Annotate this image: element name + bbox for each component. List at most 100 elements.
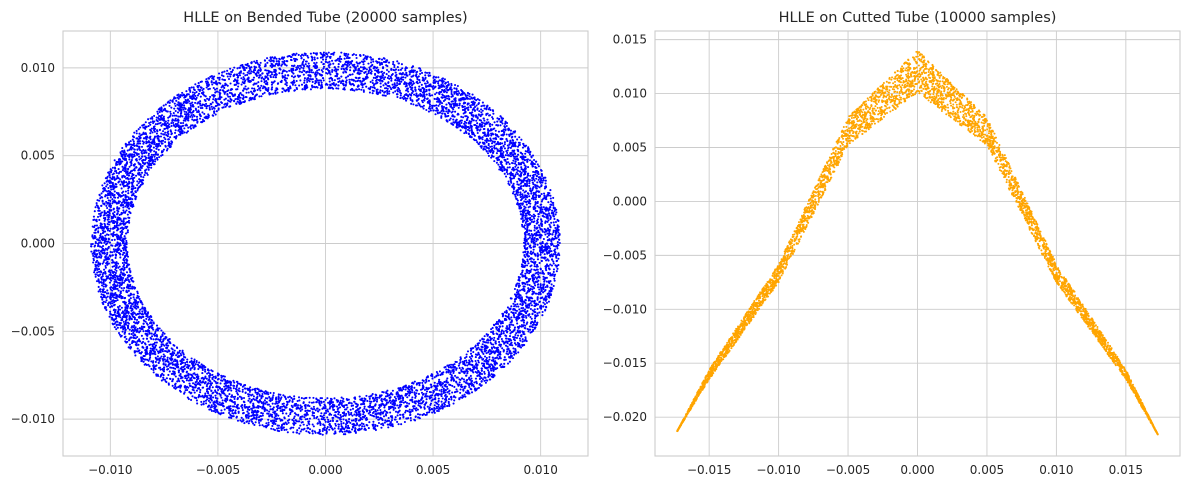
- scatter-point: [241, 406, 244, 410]
- scatter-point: [210, 389, 213, 392]
- scatter-point: [450, 379, 453, 382]
- scatter-point: [402, 76, 405, 79]
- scatter-point: [482, 117, 485, 120]
- scatter-point: [218, 78, 221, 81]
- scatter-point: [365, 408, 368, 411]
- scatter-point: [382, 411, 385, 414]
- scatter-point: [146, 358, 149, 361]
- scatter-point: [528, 159, 532, 162]
- scatter-point: [520, 334, 523, 337]
- scatter-point: [457, 364, 460, 367]
- scatter-point: [400, 63, 403, 66]
- scatter-point: [408, 394, 411, 397]
- scatter-point: [440, 116, 443, 119]
- scatter-point: [98, 209, 101, 212]
- scatter-point: [166, 134, 169, 137]
- scatter-point: [494, 363, 497, 366]
- scatter-point: [520, 263, 524, 266]
- scatter-point: [185, 111, 188, 114]
- scatter-point: [461, 394, 464, 397]
- scatter-point: [149, 349, 152, 352]
- scatter-point: [241, 409, 244, 412]
- scatter-point: [137, 169, 140, 172]
- scatter-point: [130, 333, 133, 336]
- scatter-point: [173, 107, 176, 110]
- scatter-point: [527, 306, 530, 309]
- scatter-point: [514, 160, 517, 163]
- scatter-point: [513, 287, 516, 291]
- scatter-point: [116, 310, 119, 313]
- scatter-point: [110, 316, 113, 319]
- scatter-point: [136, 335, 139, 339]
- scatter-point: [99, 234, 102, 237]
- scatter-point: [521, 194, 524, 197]
- scatter-point: [142, 142, 145, 145]
- scatter-point: [222, 78, 226, 81]
- scatter-point: [537, 293, 540, 296]
- scatter-point: [399, 94, 402, 97]
- scatter-point: [193, 115, 196, 118]
- scatter-point: [436, 382, 439, 385]
- scatter-point: [227, 77, 231, 81]
- scatter-point: [345, 81, 348, 84]
- scatter-point: [285, 64, 288, 67]
- scatter-point: [107, 186, 110, 190]
- scatter-point: [229, 67, 232, 70]
- scatter-point: [151, 131, 154, 134]
- scatter-point: [530, 317, 533, 320]
- scatter-point: [220, 396, 223, 399]
- scatter-point: [175, 99, 178, 102]
- scatter-point: [396, 66, 399, 69]
- scatter-point: [120, 201, 124, 204]
- scatter-point: [272, 392, 275, 395]
- scatter-point: [174, 110, 177, 113]
- scatter-point: [519, 303, 522, 306]
- scatter-point: [440, 400, 443, 403]
- scatter-point: [247, 416, 250, 420]
- scatter-point: [138, 147, 141, 150]
- scatter-point: [299, 79, 302, 82]
- scatter-point: [253, 98, 256, 101]
- scatter-point: [487, 369, 490, 372]
- scatter-point: [387, 74, 390, 77]
- scatter-point: [133, 151, 136, 154]
- scatter-point: [292, 431, 295, 434]
- scatter-point: [113, 159, 116, 162]
- scatter-point: [183, 104, 186, 107]
- scatter-point: [193, 391, 196, 394]
- scatter-point: [353, 413, 356, 416]
- scatter-point: [170, 357, 173, 360]
- scatter-point: [483, 119, 486, 122]
- scatter-point: [212, 95, 215, 98]
- scatter-point: [394, 90, 397, 93]
- scatter-point: [209, 401, 212, 404]
- scatter-point: [296, 429, 299, 432]
- scatter-point: [134, 337, 137, 340]
- scatter-point: [545, 280, 548, 283]
- scatter-point: [308, 420, 311, 423]
- scatter-point: [510, 305, 513, 308]
- scatter-point: [468, 95, 471, 98]
- scatter-point: [396, 60, 399, 63]
- scatter-point: [205, 78, 208, 81]
- scatter-point: [547, 191, 550, 194]
- scatter-point: [186, 130, 189, 133]
- scatter-point: [231, 400, 234, 403]
- scatter-point: [260, 84, 263, 87]
- scatter-point: [98, 218, 101, 221]
- scatter-point: [243, 403, 246, 406]
- scatter-point: [281, 90, 284, 94]
- scatter-point: [221, 78, 224, 81]
- scatter-point: [238, 387, 241, 390]
- scatter-point: [252, 395, 255, 398]
- scatter-point: [459, 361, 462, 364]
- scatter-point: [108, 229, 111, 232]
- scatter-point: [223, 70, 226, 73]
- scatter-point: [262, 405, 265, 408]
- scatter-point: [127, 189, 130, 192]
- scatter-point: [532, 258, 535, 261]
- scatter-point: [435, 388, 439, 391]
- scatter-point: [425, 97, 429, 101]
- scatter-point: [104, 264, 107, 268]
- scatter-point: [470, 377, 473, 380]
